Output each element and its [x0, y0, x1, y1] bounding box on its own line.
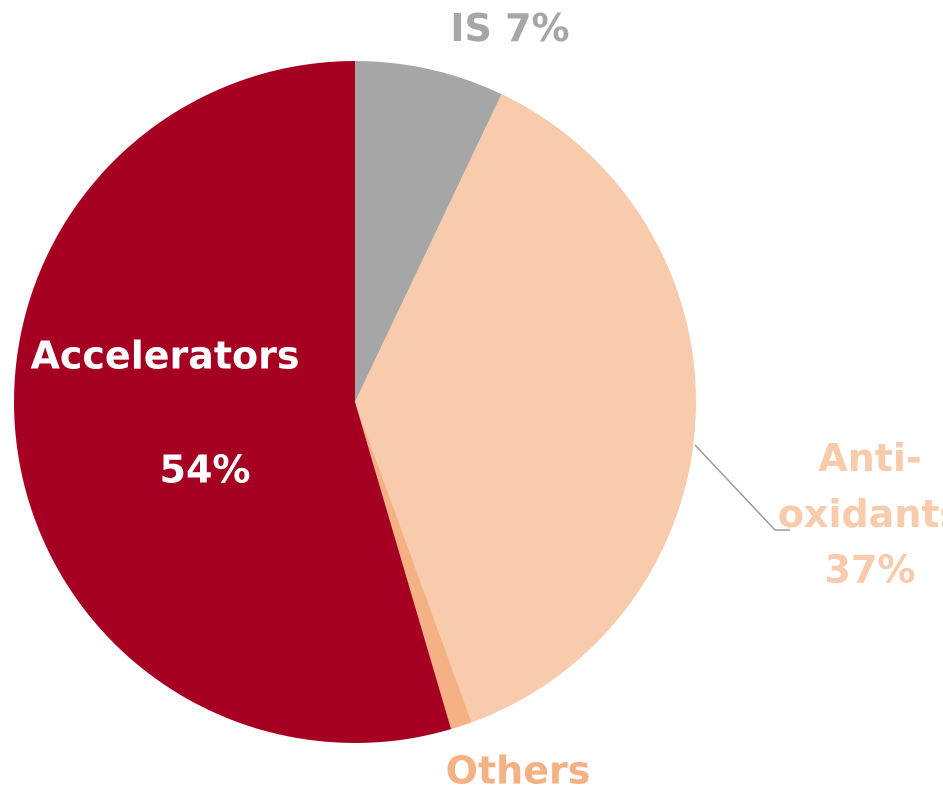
slice-label: IS 7% [450, 6, 569, 50]
value-label: 7% [505, 6, 570, 50]
pie-slice [13, 61, 452, 743]
category-label: IS [450, 6, 492, 50]
category-label: Anti-oxidants [778, 436, 943, 536]
category-label: Accelerators [30, 334, 299, 378]
pie-slice [355, 402, 472, 730]
value-label: 54% [160, 448, 251, 492]
label-line: Anti- [818, 436, 921, 480]
pie-slice [355, 61, 502, 402]
label-line: oxidants [778, 492, 943, 536]
value-label: 37% [825, 548, 916, 592]
leader-line [694, 444, 790, 531]
pie-slice [355, 94, 696, 723]
category-label: Others [446, 749, 591, 791]
